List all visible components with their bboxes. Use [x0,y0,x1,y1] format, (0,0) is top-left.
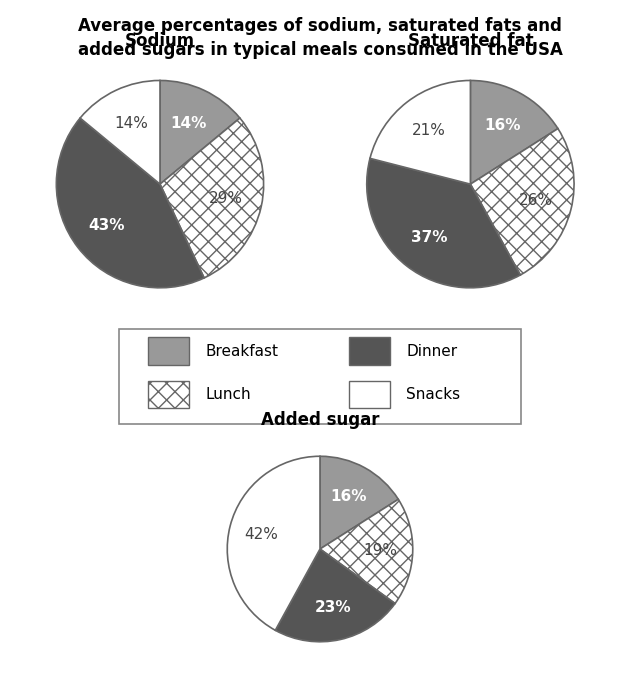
Wedge shape [227,456,320,630]
Wedge shape [367,158,520,288]
Title: Sodium: Sodium [125,32,195,50]
Text: 16%: 16% [331,489,367,504]
FancyBboxPatch shape [148,381,189,409]
Text: 29%: 29% [209,192,243,207]
Text: 21%: 21% [412,123,446,138]
Text: 37%: 37% [411,230,447,245]
Wedge shape [275,549,395,642]
Text: 14%: 14% [170,116,207,131]
Wedge shape [320,499,413,604]
Title: Added sugar: Added sugar [260,411,380,429]
Wedge shape [80,80,160,184]
Text: Lunch: Lunch [205,387,251,402]
Wedge shape [56,118,204,288]
FancyBboxPatch shape [119,329,521,424]
Text: Breakfast: Breakfast [205,344,278,359]
Wedge shape [160,80,240,184]
FancyBboxPatch shape [349,381,390,409]
Wedge shape [320,456,398,549]
FancyBboxPatch shape [148,338,189,365]
Wedge shape [370,80,470,184]
Text: Snacks: Snacks [406,387,460,402]
Text: 19%: 19% [364,544,397,559]
Text: Dinner: Dinner [406,344,457,359]
FancyBboxPatch shape [349,338,390,365]
Wedge shape [470,129,574,275]
Text: Average percentages of sodium, saturated fats and
added sugars in typical meals : Average percentages of sodium, saturated… [77,17,563,59]
Text: 42%: 42% [244,527,278,542]
Wedge shape [470,80,558,184]
Title: Saturated fat: Saturated fat [408,32,533,50]
Wedge shape [160,118,264,278]
Text: 26%: 26% [518,194,553,209]
Text: 16%: 16% [484,117,521,132]
Text: 14%: 14% [115,116,148,131]
Text: 43%: 43% [88,218,125,233]
Text: 23%: 23% [315,600,351,615]
